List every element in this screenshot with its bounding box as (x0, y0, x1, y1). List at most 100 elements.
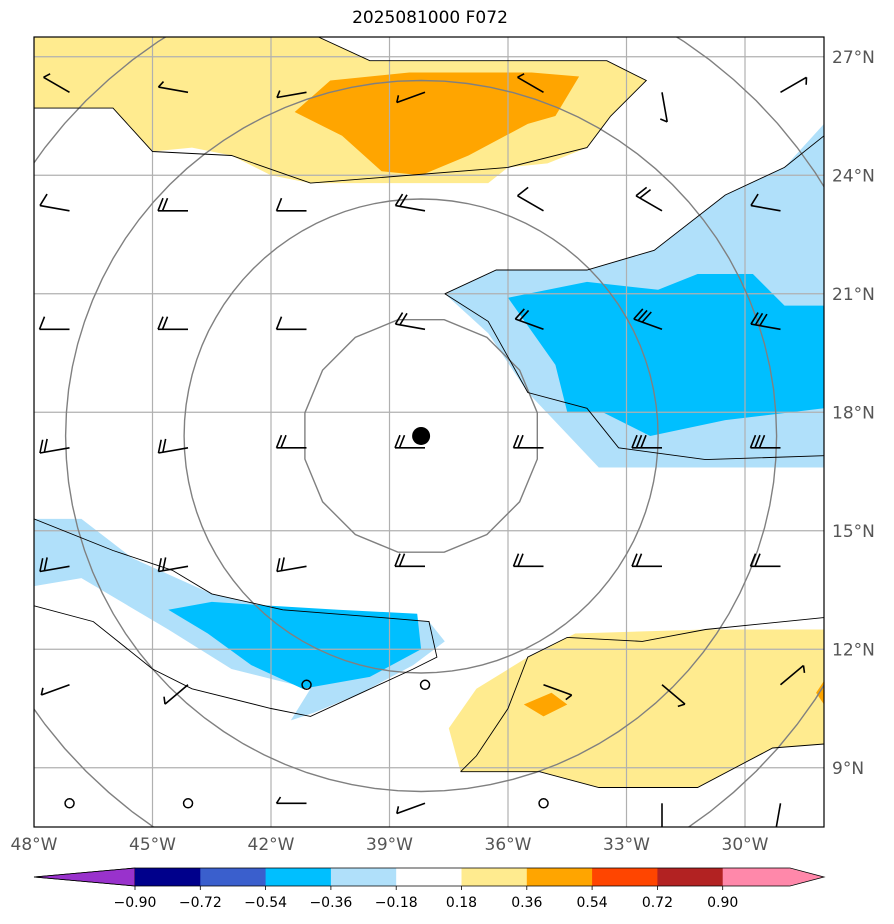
wind-barb-calm (419, 679, 431, 691)
colorbar-tick-label: 0.36 (511, 895, 542, 911)
range-ring (183, 198, 659, 674)
shaded-region-orange (523, 692, 568, 717)
wind-barb (396, 91, 426, 104)
wind-barb (512, 553, 544, 568)
colorbar-tick-label: −0.36 (309, 895, 352, 911)
wind-barb (275, 316, 307, 331)
wind-barb (396, 802, 426, 815)
wind-barb (749, 434, 781, 449)
wind-barb (661, 803, 663, 827)
wind-barb (39, 193, 70, 212)
colorbar-tick-label: 0.18 (446, 895, 477, 911)
shaded-region-blue (168, 601, 422, 689)
colorbar-tick-label: 0.72 (642, 895, 673, 911)
wind-barb-calm (538, 798, 549, 809)
wind-barb (543, 684, 573, 701)
wind-barb (43, 73, 70, 93)
lat-tick-label: 21°N (832, 285, 875, 305)
colorbar-segment (526, 868, 593, 886)
colorbar-extend-low (33, 867, 136, 887)
wind-barb (39, 438, 70, 454)
longitude-labels: 48°W 45°W 42°W 39°W 36°W 33°W 30°W (11, 835, 769, 855)
wind-barb (512, 434, 544, 449)
wind-barb (780, 76, 808, 93)
wind-barb-calm (64, 798, 75, 809)
wind-barb (275, 434, 307, 449)
latitude-labels: 27°N 24°N 21°N 18°N 15°N 12°N 9°N (832, 48, 875, 779)
wind-barb (631, 553, 662, 568)
map-title: 2025081000 F072 (352, 8, 508, 28)
lat-tick-label: 9°N (832, 759, 864, 779)
wind-barb (779, 664, 806, 686)
coastline (444, 135, 824, 295)
wind-barb (394, 434, 425, 449)
coastlines (34, 37, 824, 788)
lat-tick-label: 24°N (832, 166, 875, 186)
colorbar-segment (330, 868, 397, 886)
coastline (34, 37, 648, 184)
lon-tick-label: 48°W (11, 835, 58, 855)
coastline (444, 293, 824, 461)
lon-tick-label: 33°W (603, 835, 650, 855)
lon-tick-label: 42°W (248, 835, 295, 855)
colorbar-segment (657, 868, 724, 886)
colorbar-segment (265, 868, 332, 886)
lat-tick-label: 27°N (832, 48, 875, 68)
wind-barb (275, 796, 307, 805)
colorbar-segment (396, 868, 462, 886)
wind-barb (38, 316, 70, 331)
wind-barb (517, 73, 544, 93)
wind-barb (276, 557, 307, 573)
wind-barb (275, 197, 307, 212)
storm-center-marker (412, 426, 431, 445)
wind-barb (633, 308, 663, 331)
colorbar-segment (135, 868, 201, 886)
wind-barb (40, 684, 70, 696)
wind-barb (157, 438, 189, 454)
wind-barb-calm (301, 679, 312, 691)
colorbar-segment (200, 868, 267, 886)
colorbar-segment (461, 868, 528, 886)
colorbar-tick-label: 0.54 (577, 895, 608, 911)
lat-tick-label: 18°N (832, 403, 875, 423)
wind-barb (394, 193, 426, 212)
wind-barb (635, 186, 663, 212)
colorbar-tick-label: −0.18 (375, 895, 418, 911)
coastline (34, 518, 438, 717)
wind-barb (157, 316, 188, 331)
lon-tick-label: 39°W (366, 835, 413, 855)
wind-barb (394, 553, 425, 568)
shaded-region-yellow (448, 629, 824, 788)
gridlines (34, 37, 824, 827)
wind-barb (631, 434, 662, 449)
lat-tick-label: 12°N (832, 640, 875, 660)
lon-tick-label: 36°W (485, 835, 532, 855)
colorbar-tick-label: −0.72 (179, 895, 222, 911)
wind-barb (276, 90, 307, 99)
colorbar: −0.90 −0.72 −0.54 −0.36 −0.18 0.18 0.36 0.54 0.7… (33, 867, 826, 911)
colorbar-segment (592, 868, 658, 886)
coastline (460, 743, 824, 788)
wind-barb (749, 553, 781, 568)
map-frame (33, 36, 825, 828)
colorbar-tick-label: 0.90 (707, 895, 738, 911)
wind-barb (661, 684, 686, 708)
wind-barb (750, 312, 781, 331)
wind-barb (39, 557, 70, 573)
coastline (460, 617, 824, 773)
colorbar-extend-high (722, 868, 824, 886)
wind-barb (774, 803, 782, 827)
wind-barb (514, 308, 544, 331)
wind-barb (517, 186, 544, 212)
range-ring (64, 79, 778, 793)
wind-barb (157, 557, 189, 573)
wind-barb (157, 197, 188, 212)
wind-barb (157, 81, 189, 94)
lon-tick-label: 45°W (129, 835, 176, 855)
range-ring (304, 319, 538, 553)
wind-barb-calm (182, 798, 194, 809)
wind-barb (750, 193, 781, 212)
lat-tick-label: 15°N (832, 522, 875, 542)
wind-barbs (38, 73, 808, 827)
